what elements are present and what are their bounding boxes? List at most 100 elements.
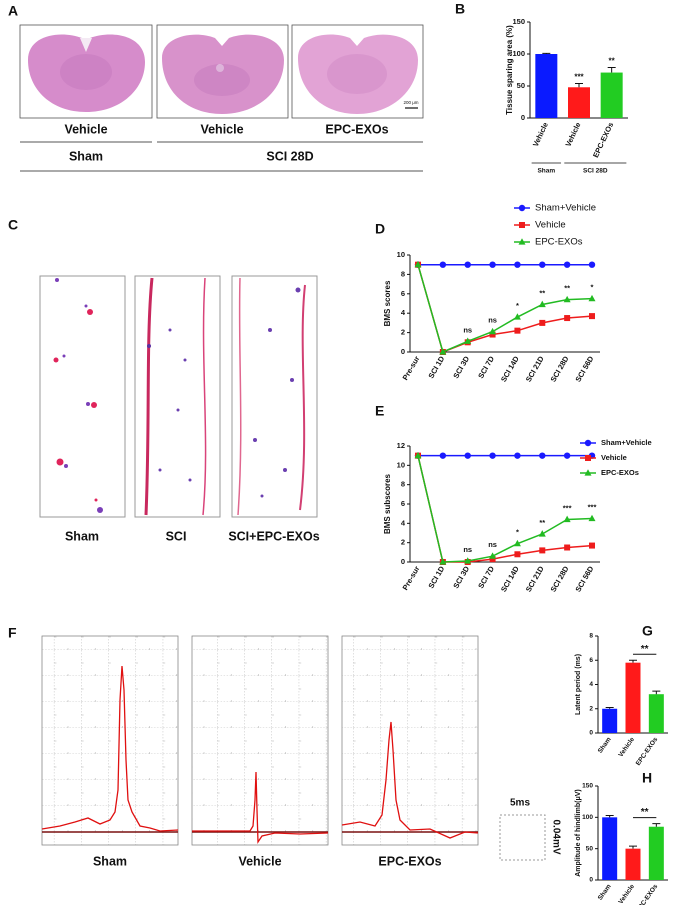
y-tick-label: 6	[401, 289, 405, 298]
y-axis-label: Latent period (ms)	[575, 654, 582, 715]
y-tick-label: 150	[512, 17, 525, 26]
point	[514, 327, 521, 334]
point	[513, 539, 521, 547]
error-bar	[542, 52, 551, 54]
error-bar	[652, 823, 661, 827]
point	[563, 261, 571, 268]
bar	[568, 87, 590, 118]
panel-label: G	[642, 623, 653, 639]
panel-label: E	[375, 403, 384, 419]
y-tick-label: 12	[397, 441, 405, 450]
image-label: Vehicle	[64, 122, 107, 136]
point	[539, 319, 546, 326]
significance: **	[564, 284, 570, 293]
series-line	[417, 455, 593, 563]
point	[489, 327, 497, 335]
y-axis-label: Tissue sparing area (%)	[505, 25, 514, 115]
x-tick-label: SCI 28D	[549, 564, 571, 594]
histology-images	[19, 24, 424, 119]
point	[514, 261, 521, 268]
point	[489, 552, 497, 559]
panel-label: D	[375, 221, 385, 237]
y-tick-label: 4	[589, 681, 593, 688]
point	[514, 551, 521, 558]
point	[439, 452, 447, 459]
x-tick-label: Sham	[597, 883, 613, 902]
y-tick-label: 10	[397, 250, 405, 259]
legend-label: Sham+Vehicle	[601, 438, 652, 447]
point	[464, 261, 471, 268]
y-tick-label: 6	[589, 657, 593, 664]
time-scale: 5ms	[510, 798, 530, 809]
point	[563, 515, 571, 523]
error-bar	[575, 82, 583, 88]
y-tick-label: 0	[521, 113, 525, 122]
significance: *	[516, 301, 519, 310]
point	[564, 315, 571, 322]
significance: *	[591, 283, 594, 292]
x-tick-label: SCI 3D	[451, 564, 471, 590]
y-tick-label: 0	[401, 557, 405, 566]
point	[539, 547, 546, 554]
x-tick-label: Vehicle	[531, 121, 550, 148]
bar	[602, 708, 618, 733]
y-tick-label: 4	[401, 518, 406, 527]
x-tick-label: SCI 3D	[451, 354, 471, 380]
y-tick-label: 50	[517, 81, 525, 90]
bar	[600, 72, 623, 118]
y-tick-label: 150	[582, 783, 593, 790]
x-tick-label: SCI 1D	[426, 564, 446, 590]
significance: ns	[488, 316, 497, 325]
significance: ***	[563, 503, 572, 512]
section-images	[39, 275, 318, 518]
error-bar	[629, 845, 637, 849]
significance: ***	[574, 73, 584, 82]
y-tick-label: 2	[401, 328, 405, 337]
error-bar	[605, 814, 614, 818]
amplitude-scale: 0.04mV	[550, 819, 561, 854]
legend-marker	[584, 469, 592, 476]
x-tick-label: EPC-EXOs	[635, 736, 660, 767]
y-tick-label: 8	[401, 480, 405, 489]
image-label: EPC-EXOs	[325, 122, 388, 136]
y-tick-label: 8	[589, 633, 593, 640]
x-tick-label: SCI 14D	[499, 354, 521, 384]
x-tick-label: Vehicle	[564, 121, 583, 148]
legend-label: EPC-EXOs	[535, 237, 583, 248]
point	[564, 544, 571, 551]
point	[563, 452, 571, 459]
series-line	[417, 264, 593, 354]
significance: **	[641, 644, 649, 655]
legend-marker	[519, 222, 525, 228]
point	[539, 452, 546, 459]
point	[489, 556, 496, 563]
significance: **	[539, 288, 545, 297]
bar	[535, 54, 558, 118]
bar	[648, 694, 664, 733]
point	[489, 261, 496, 268]
scale-bar-label: 200 μm	[403, 100, 418, 105]
image-label: Sham	[65, 529, 99, 543]
panel-label: C	[8, 217, 18, 233]
x-tick-label: SCI 28D	[549, 354, 571, 384]
panel-label: F	[8, 625, 17, 641]
legend-marker	[585, 455, 591, 461]
y-axis-label: Amplitude of hindlimb(μV)	[575, 789, 582, 877]
x-tick-label: SCI 56D	[573, 564, 595, 594]
y-tick-label: 6	[401, 499, 405, 508]
legend-label: Vehicle	[601, 453, 627, 462]
point	[439, 261, 447, 268]
point	[589, 542, 595, 549]
significance: **	[609, 57, 616, 66]
significance: ns	[488, 540, 497, 549]
trace-label: Sham	[93, 854, 127, 868]
bar	[625, 662, 641, 733]
trace-label: Vehicle	[238, 854, 281, 868]
point	[563, 295, 571, 303]
y-tick-label: 2	[401, 538, 405, 547]
emg-traces	[41, 635, 546, 861]
significance: ns	[463, 545, 472, 554]
error-bar	[629, 659, 637, 663]
x-tick-label: SCI 1D	[426, 354, 446, 380]
